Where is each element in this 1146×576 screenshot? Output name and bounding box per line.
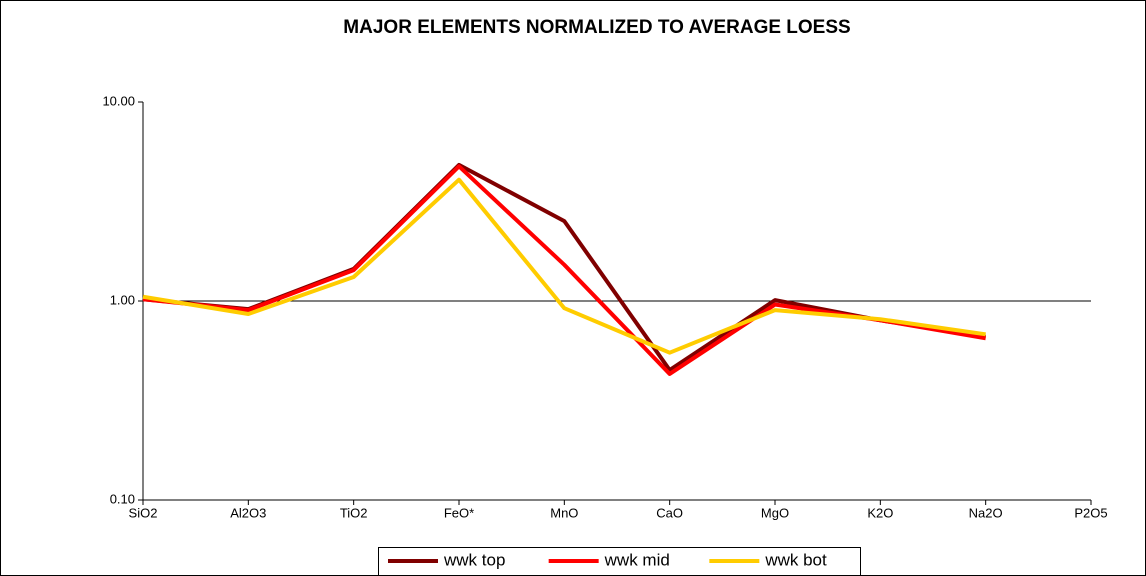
x-tick-label: MgO [761,505,789,520]
chart-title: MAJOR ELEMENTS NORMALIZED TO AVERAGE LOE… [343,17,850,38]
x-tick-label: Na2O [969,505,1003,520]
legend-label: wwk bot [764,550,827,569]
x-tick-label: SiO2 [129,505,158,520]
x-tick-label: P2O5 [1074,505,1107,520]
x-tick-label: FeO* [444,505,474,520]
x-tick-label: TiO2 [340,505,368,520]
x-tick-label: MnO [550,505,578,520]
x-tick-label: Al2O3 [230,505,266,520]
y-tick-label: 0.10 [110,491,135,506]
legend-label: wwk top [443,550,505,569]
legend-label: wwk mid [604,550,670,569]
x-tick-label: K2O [867,505,893,520]
x-tick-label: CaO [656,505,683,520]
y-tick-label: 1.00 [110,292,135,307]
series-line [142,177,986,355]
y-tick-label: 10.00 [102,93,135,108]
legend-box [378,547,861,576]
